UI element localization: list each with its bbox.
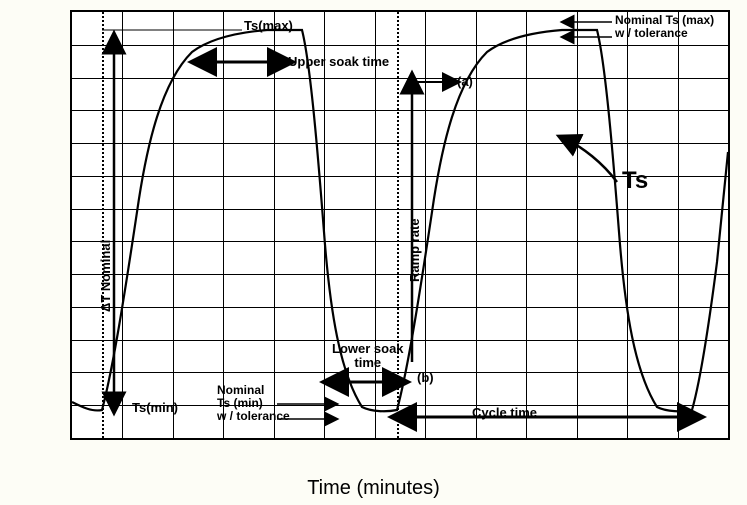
- nominal-tsmin-label: NominalTs (min)w / tolerance: [217, 384, 290, 424]
- label-a: (a): [457, 74, 473, 89]
- tsmin-label: Ts(min): [132, 400, 178, 415]
- dt-nominal-label: ΔT Nominal: [98, 240, 113, 312]
- plot-area: Ts(max) Upper soak time Ts(min) Lower so…: [70, 10, 730, 440]
- upper-soak-label: Upper soak time: [288, 54, 389, 69]
- lower-soak-label: Lower soaktime: [332, 342, 404, 371]
- tsmax-label: Ts(max): [244, 18, 293, 33]
- ramp-rate-label: Ramp rate: [407, 218, 422, 282]
- cycle-time-label: Cycle time: [472, 405, 537, 420]
- ts-label: Ts: [622, 167, 648, 195]
- x-axis-label: Time (minutes): [307, 477, 440, 500]
- label-b: (b): [417, 370, 434, 385]
- ts-pointer-arrow: [72, 12, 728, 438]
- nominal-tsmax-label: Nominal Ts (max)w / tolerance: [615, 14, 714, 40]
